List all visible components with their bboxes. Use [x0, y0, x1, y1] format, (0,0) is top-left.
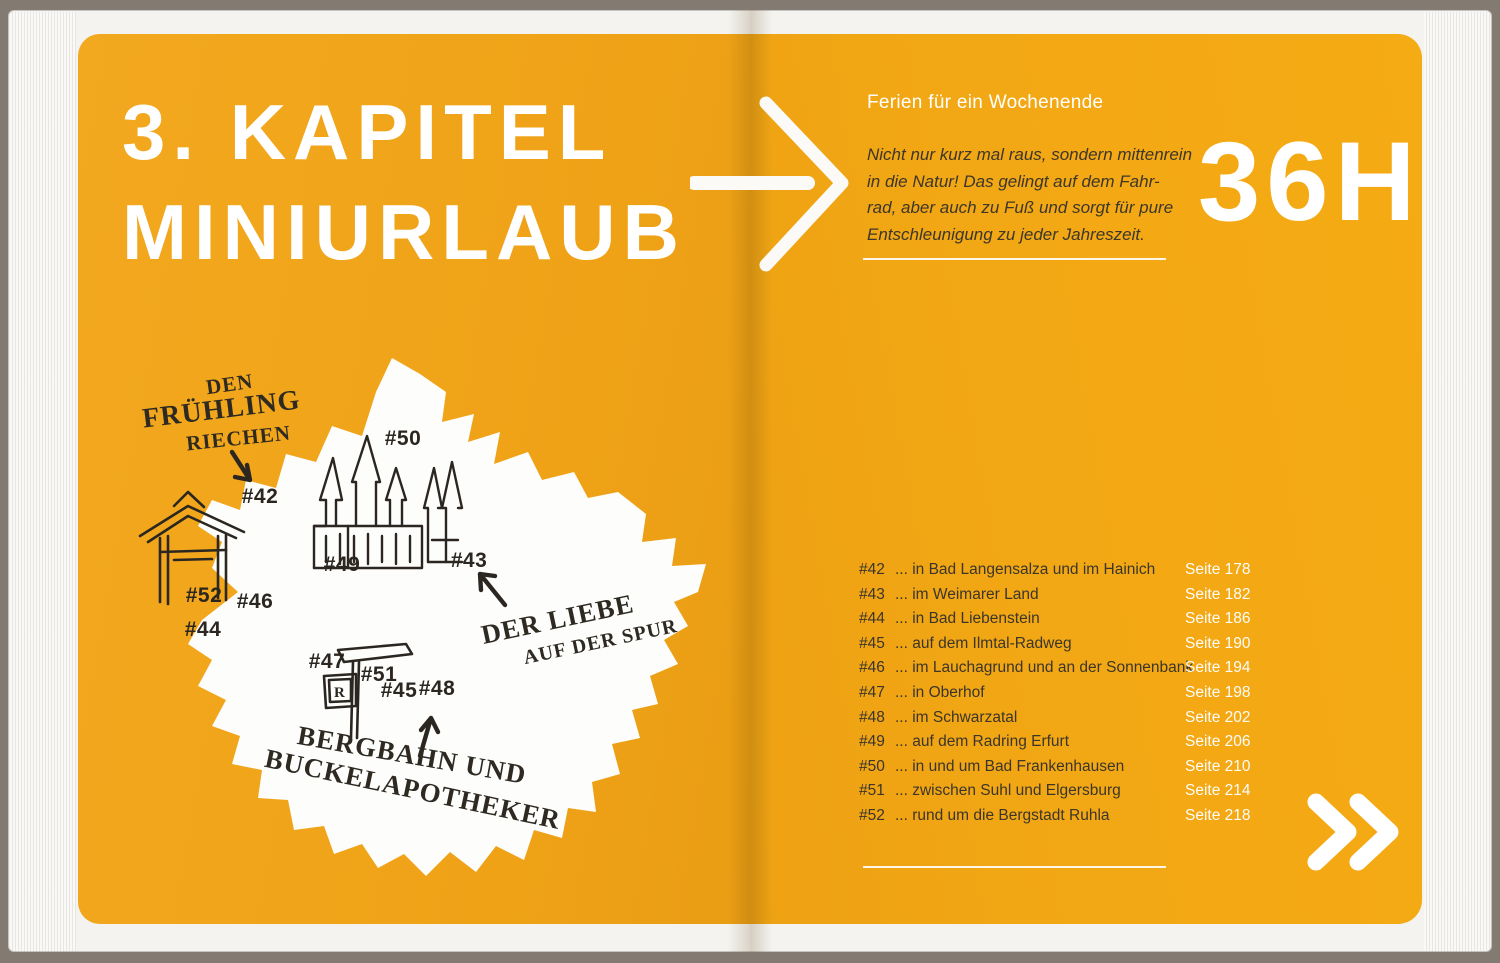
toc-row: #52 ... rund um die Bergstadt Ruhla Seit…	[859, 807, 1379, 832]
hand-arrow-icon	[229, 449, 508, 759]
toc-page: Seite 182	[1185, 585, 1251, 603]
intro-line: Nicht nur kurz mal raus, sondern mittenr…	[867, 145, 1193, 164]
toc-number: #48	[859, 708, 885, 726]
toc-number: #45	[859, 634, 885, 652]
gate-drawing-icon	[138, 490, 246, 606]
toc-title: ... zwischen Suhl und Elgersburg	[895, 782, 1121, 800]
double-chevron-icon	[1307, 793, 1399, 871]
toc-row: #49 ... auf dem Radring Erfurt Seite 206	[859, 733, 1379, 758]
toc-number: #49	[859, 733, 885, 751]
map-marker: #46	[236, 590, 274, 613]
signpost-letter: R	[334, 685, 345, 701]
toc-page: Seite 214	[1185, 782, 1251, 800]
toc-title: ... auf dem Radring Erfurt	[895, 733, 1070, 751]
map-marker: #48	[418, 677, 456, 700]
toc-page: Seite 210	[1185, 757, 1251, 775]
toc-title: ... auf dem Ilmtal-Radweg	[895, 634, 1072, 652]
toc-number: #51	[859, 782, 885, 800]
chapter-title: 3. KAPITEL MINIURLAUB	[122, 82, 686, 282]
toc-title: ... in Bad Langensalza und im Hainich	[895, 561, 1156, 578]
toc-title: ... rund um die Bergstadt Ruhla	[895, 806, 1110, 824]
map-silhouette: R	[138, 358, 706, 876]
map-marker: #44	[184, 618, 222, 641]
right-page: Ferien für ein Wochenende Nicht nur kurz…	[750, 34, 1422, 924]
toc-row: #46 ... im Lauchagrund und an der Sonnen…	[859, 659, 1379, 684]
toc-page: Seite 194	[1185, 659, 1251, 677]
toc-row: #47 ... in Oberhof Seite 198	[859, 684, 1379, 709]
map-marker: #43	[450, 549, 488, 572]
toc-page: Seite 206	[1185, 733, 1251, 751]
map-marker: #49	[323, 553, 361, 576]
left-page: 3. KAPITEL MINIURLAUB	[78, 34, 750, 924]
signpost-drawing-icon	[322, 642, 414, 740]
toc-row: #44 ... in Bad Liebenstein Seite 186	[859, 610, 1379, 635]
intro-paragraph: Nicht nur kurz mal raus, sondern mittenr…	[867, 142, 1197, 248]
toc-number: #52	[859, 806, 885, 824]
section-kicker: Ferien für ein Wochenende	[867, 92, 1104, 113]
map-marker: #45	[380, 679, 418, 702]
thuringia-map: R DEN FRÜHLING RIECHEN DER LIEBE AUF DER…	[90, 330, 730, 906]
map-region-shape	[188, 358, 706, 876]
map-marker: #52	[185, 584, 223, 607]
chapter-toc: #42 ... in Bad Langensalza und im Hainic…	[859, 561, 1379, 832]
toc-page: Seite 178	[1185, 561, 1251, 578]
map-marker: #47	[308, 650, 346, 673]
toc-title: ... in Bad Liebenstein	[895, 610, 1040, 628]
map-marker: #42	[241, 485, 279, 508]
chapter-title-line-1: 3. KAPITEL	[122, 88, 613, 176]
cathedral-drawing-icon	[312, 434, 464, 570]
toc-page: Seite 186	[1185, 610, 1251, 628]
toc-page: Seite 218	[1185, 806, 1251, 824]
toc-number: #43	[859, 585, 885, 603]
toc-number: #44	[859, 610, 885, 628]
page-edges-left	[10, 12, 76, 951]
toc-number: #50	[859, 757, 885, 775]
intro-line: Entschleunigung zu jeder Jahreszeit.	[867, 224, 1145, 244]
chapter-title-line-2: MINIURLAUB	[122, 188, 686, 276]
toc-title: ... im Schwarzatal	[895, 708, 1018, 726]
toc-page: Seite 190	[1185, 634, 1251, 652]
map-marker: #51	[360, 663, 398, 686]
intro-line: rad, aber auch zu Fuß und sorgt für pure	[867, 198, 1174, 217]
arrow-right-icon	[690, 96, 849, 272]
toc-row: #48 ... im Schwarzatal Seite 202	[859, 709, 1379, 734]
toc-row: #50 ... in und um Bad Frankenhausen Seit…	[859, 758, 1379, 783]
toc-title: ... im Weimarer Land	[895, 585, 1039, 603]
duration-badge-36h: 36H	[1198, 119, 1422, 244]
toc-number: #42	[859, 561, 885, 578]
toc-row: #45 ... auf dem Ilmtal-Radweg Seite 190	[859, 635, 1379, 660]
toc-row: #42 ... in Bad Langensalza und im Hainic…	[859, 561, 1379, 586]
toc-page: Seite 202	[1185, 708, 1251, 726]
page-edges-right	[1424, 12, 1490, 951]
map-marker: #50	[384, 427, 422, 450]
toc-title: ... in und um Bad Frankenhausen	[895, 757, 1125, 775]
toc-page: Seite 198	[1185, 683, 1251, 701]
toc-title: ... im Lauchagrund und an der Sonnenbank	[895, 659, 1194, 677]
divider-top	[863, 258, 1166, 260]
toc-row: #51 ... zwischen Suhl und Elgersburg Sei…	[859, 782, 1379, 807]
divider-bottom	[863, 866, 1166, 868]
toc-title: ... in Oberhof	[895, 683, 985, 701]
toc-row: #43 ... im Weimarer Land Seite 182	[859, 586, 1379, 611]
toc-number: #46	[859, 659, 885, 677]
intro-line: in die Natur! Das gelingt auf dem Fahr-	[867, 171, 1160, 191]
toc-number: #47	[859, 683, 885, 701]
